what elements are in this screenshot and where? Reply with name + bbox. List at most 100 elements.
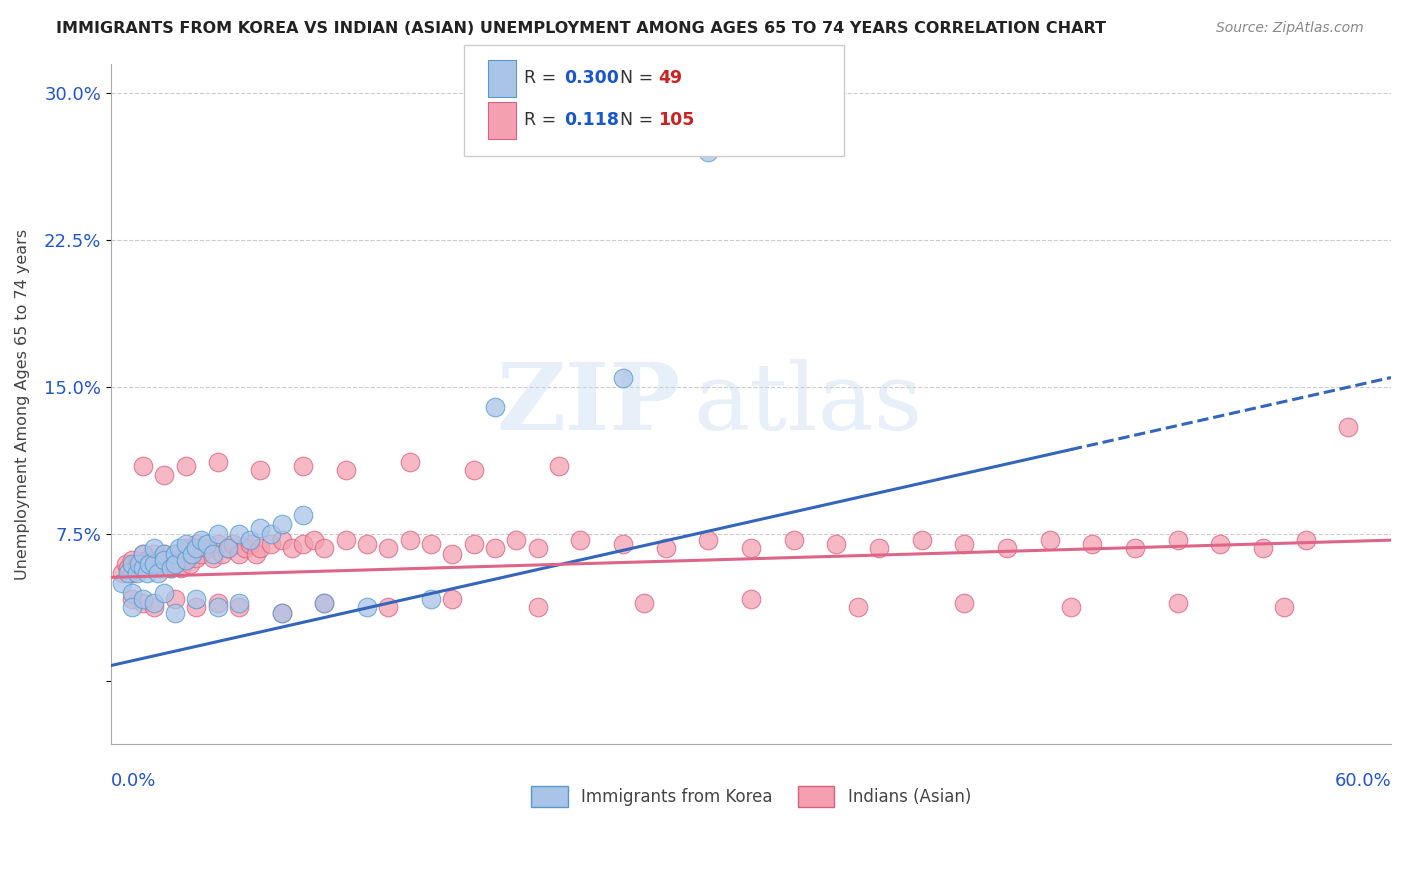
Point <box>526 541 548 555</box>
Point <box>121 557 143 571</box>
Point <box>526 599 548 614</box>
Point <box>195 541 218 555</box>
Point <box>740 591 762 606</box>
Point <box>245 547 267 561</box>
Point <box>138 560 160 574</box>
Point <box>207 599 229 614</box>
Point <box>239 533 262 548</box>
Point <box>136 553 159 567</box>
Point <box>186 599 208 614</box>
Point <box>463 537 485 551</box>
Point <box>142 541 165 555</box>
Point <box>132 591 155 606</box>
Point <box>186 550 208 565</box>
Legend: Immigrants from Korea, Indians (Asian): Immigrants from Korea, Indians (Asian) <box>524 779 977 814</box>
Point <box>740 541 762 555</box>
Point <box>217 541 239 555</box>
Point <box>1060 599 1083 614</box>
Point <box>163 557 186 571</box>
Point <box>207 537 229 551</box>
Text: 0.118: 0.118 <box>564 112 619 129</box>
Point <box>260 537 283 551</box>
Text: R =: R = <box>524 112 562 129</box>
Point <box>335 462 357 476</box>
Point <box>235 541 257 555</box>
Point <box>221 537 243 551</box>
Y-axis label: Unemployment Among Ages 65 to 74 years: Unemployment Among Ages 65 to 74 years <box>15 228 30 580</box>
Point <box>170 560 193 574</box>
Point <box>211 547 233 561</box>
Point <box>441 547 464 561</box>
Point <box>132 547 155 561</box>
Point <box>291 508 314 522</box>
Point <box>1081 537 1104 551</box>
Point <box>911 533 934 548</box>
Point <box>1123 541 1146 555</box>
Point <box>398 455 420 469</box>
Text: 60.0%: 60.0% <box>1334 772 1391 789</box>
Point <box>115 557 138 571</box>
Point <box>1039 533 1062 548</box>
Point <box>132 560 155 574</box>
Point <box>181 547 204 561</box>
Point <box>153 586 176 600</box>
Point <box>356 537 378 551</box>
Point <box>146 553 169 567</box>
Point <box>612 370 634 384</box>
Point <box>111 576 134 591</box>
Point <box>697 145 720 160</box>
Point <box>179 557 201 571</box>
Point <box>163 557 186 571</box>
Point <box>633 596 655 610</box>
Point <box>117 560 139 574</box>
Point <box>1337 419 1360 434</box>
Point <box>377 541 399 555</box>
Point <box>228 527 250 541</box>
Point <box>157 553 180 567</box>
Point <box>174 458 197 473</box>
Point <box>128 557 150 571</box>
Point <box>142 557 165 571</box>
Text: atlas: atlas <box>693 359 922 449</box>
Point <box>239 537 262 551</box>
Point <box>146 566 169 581</box>
Point <box>420 537 443 551</box>
Point <box>121 599 143 614</box>
Point <box>302 533 325 548</box>
Point <box>117 566 139 581</box>
Point <box>228 599 250 614</box>
Point <box>505 533 527 548</box>
Text: 105: 105 <box>658 112 695 129</box>
Point <box>132 458 155 473</box>
Point <box>825 537 848 551</box>
Point <box>153 547 176 561</box>
Point <box>174 541 197 555</box>
Point <box>1251 541 1274 555</box>
Point <box>1209 537 1232 551</box>
Point <box>270 606 292 620</box>
Point <box>159 560 181 574</box>
Point <box>228 547 250 561</box>
Point <box>782 533 804 548</box>
Point <box>420 591 443 606</box>
Point <box>207 596 229 610</box>
Point <box>995 541 1018 555</box>
Point <box>356 599 378 614</box>
Point <box>207 455 229 469</box>
Text: 0.0%: 0.0% <box>111 772 156 789</box>
Point <box>314 596 336 610</box>
Point <box>217 541 239 555</box>
Text: Source: ZipAtlas.com: Source: ZipAtlas.com <box>1216 21 1364 35</box>
Point <box>484 541 506 555</box>
Point <box>142 557 165 571</box>
Point <box>202 550 225 565</box>
Point <box>484 400 506 414</box>
Point <box>569 533 592 548</box>
Point <box>260 527 283 541</box>
Point <box>186 537 208 551</box>
Point <box>111 566 134 581</box>
Point <box>167 553 190 567</box>
Point <box>128 560 150 574</box>
Point <box>149 560 172 574</box>
Point <box>121 586 143 600</box>
